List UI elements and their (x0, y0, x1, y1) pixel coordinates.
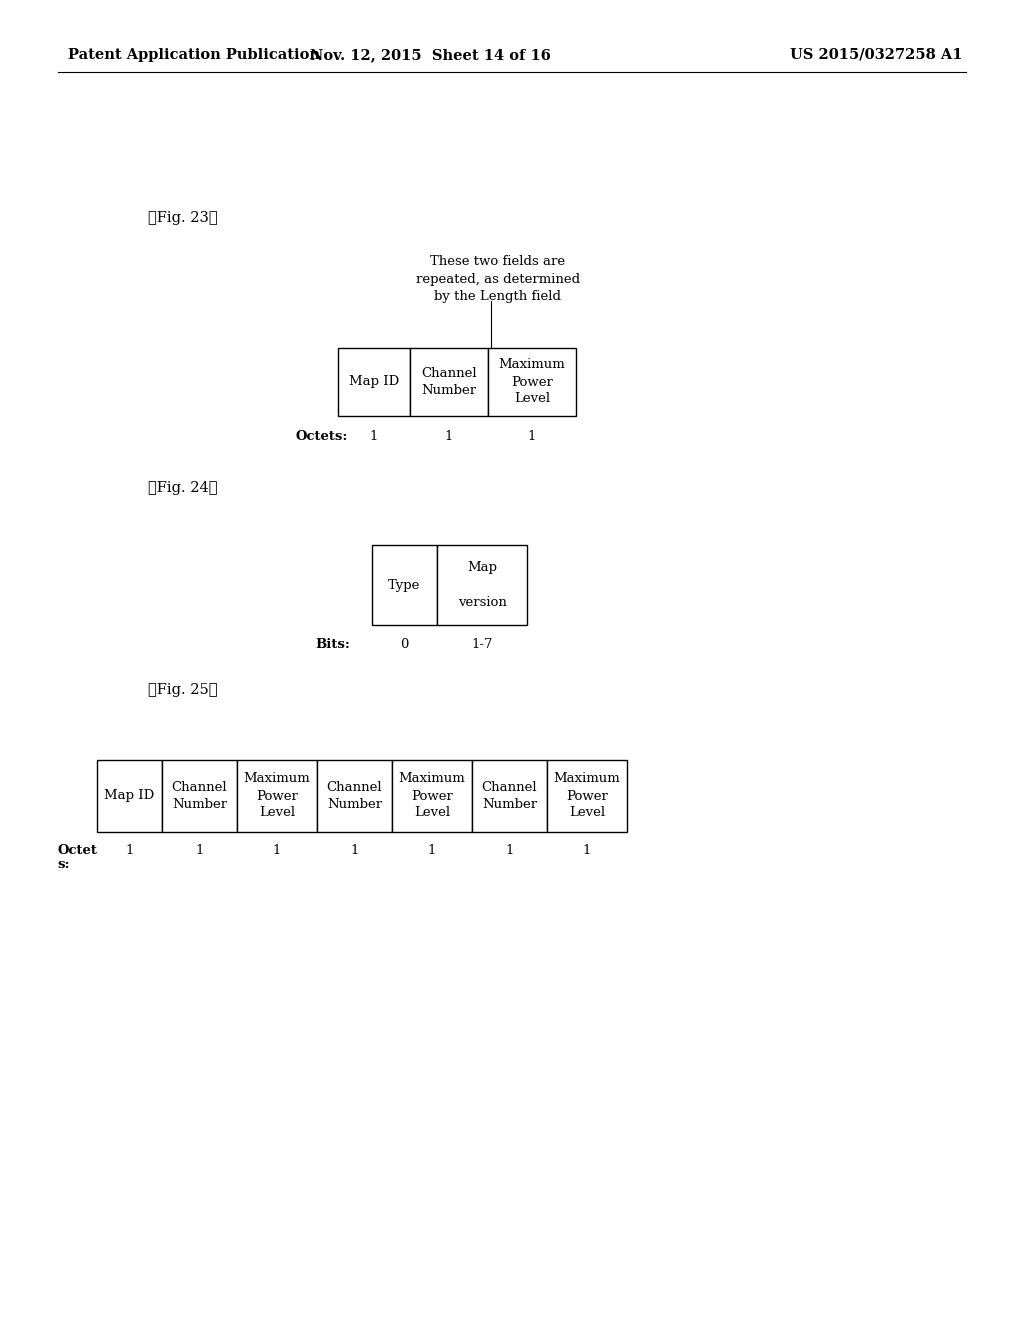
Text: Maximum
Power
Level: Maximum Power Level (499, 359, 565, 405)
Text: Type: Type (388, 578, 421, 591)
Text: Map ID: Map ID (349, 375, 399, 388)
Text: 1: 1 (125, 843, 134, 857)
Text: Octets:: Octets: (295, 429, 347, 442)
Text: Channel
Number: Channel Number (327, 781, 382, 810)
Text: These two fields are
repeated, as determined
by the Length field: These two fields are repeated, as determ… (416, 255, 580, 304)
Text: 0: 0 (400, 639, 409, 652)
Bar (317, 760, 392, 832)
Text: Channel
Number: Channel Number (172, 781, 227, 810)
Text: 1: 1 (350, 843, 358, 857)
Text: 1: 1 (527, 429, 537, 442)
Text: Maximum
Power
Level: Maximum Power Level (398, 772, 465, 820)
Text: Maximum
Power
Level: Maximum Power Level (554, 772, 621, 820)
Text: Bits:: Bits: (315, 639, 350, 652)
Text: 【Fig. 25】: 【Fig. 25】 (148, 682, 217, 697)
Text: 【Fig. 23】: 【Fig. 23】 (148, 211, 218, 224)
Bar (237, 760, 317, 832)
Text: Nov. 12, 2015  Sheet 14 of 16: Nov. 12, 2015 Sheet 14 of 16 (309, 48, 551, 62)
Text: 1: 1 (370, 429, 378, 442)
Text: Patent Application Publication: Patent Application Publication (68, 48, 319, 62)
Bar (162, 760, 237, 832)
Text: Channel
Number: Channel Number (421, 367, 477, 397)
Text: Octet: Octet (57, 843, 97, 857)
Text: Maximum
Power
Level: Maximum Power Level (244, 772, 310, 820)
Text: 【Fig. 24】: 【Fig. 24】 (148, 480, 217, 495)
Bar (488, 348, 575, 416)
Bar (547, 760, 627, 832)
Text: s:: s: (57, 858, 70, 870)
Text: 1: 1 (505, 843, 514, 857)
Text: 1-7: 1-7 (471, 639, 493, 652)
Bar (338, 348, 410, 416)
Text: 1: 1 (196, 843, 204, 857)
Bar (410, 348, 488, 416)
Bar (97, 760, 162, 832)
Bar (437, 545, 527, 624)
Text: 1: 1 (272, 843, 282, 857)
Bar (392, 760, 472, 832)
Text: Map ID: Map ID (104, 789, 155, 803)
Text: 1: 1 (583, 843, 591, 857)
Text: 1: 1 (428, 843, 436, 857)
Text: 1: 1 (444, 429, 454, 442)
Text: US 2015/0327258 A1: US 2015/0327258 A1 (790, 48, 963, 62)
Text: Map

version: Map version (458, 561, 507, 610)
Bar (472, 760, 547, 832)
Text: Channel
Number: Channel Number (481, 781, 538, 810)
Bar (372, 545, 437, 624)
